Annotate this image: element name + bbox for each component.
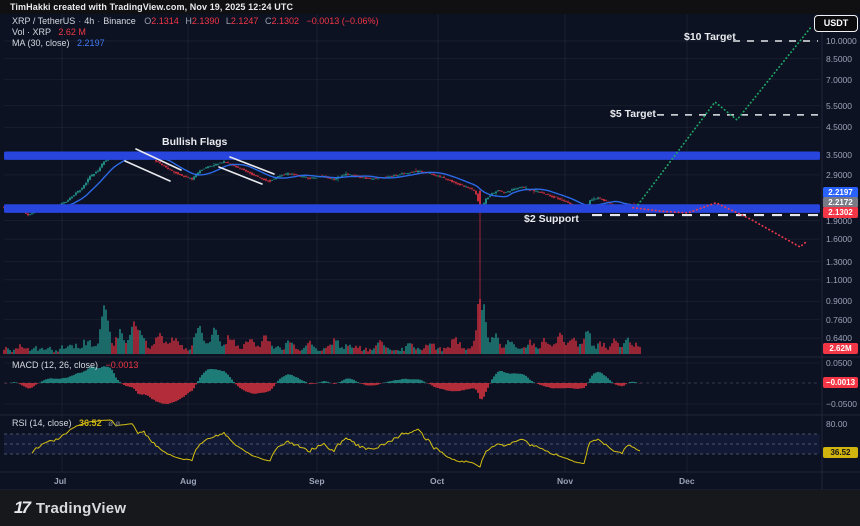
volume-value: 2.62 M: [58, 27, 86, 37]
ma-row[interactable]: MA (30, close) 2.2197: [12, 38, 379, 49]
target-10-label[interactable]: $10 Target: [684, 31, 736, 43]
rsi-legend[interactable]: RSI (14, close) 36.52 ø ø: [12, 418, 120, 429]
macd-label: MACD (12, 26, close): [12, 360, 99, 370]
indicator-axis-label: 0.0500: [826, 358, 852, 368]
month-label: Nov: [557, 476, 574, 486]
price-axis-label: 8.5000: [826, 53, 852, 64]
volume-label: Vol · XRP: [12, 27, 51, 37]
symbol-row[interactable]: XRP / TetherUS · 4h · Binance O2.1314 H2.139…: [12, 16, 379, 26]
macd-legend[interactable]: MACD (12, 26, close) −0.0013: [12, 360, 138, 371]
ohlc-high: H2.1390: [185, 16, 220, 26]
price-axis-label: 2.9000: [826, 169, 852, 180]
ma-value: 2.2197: [77, 38, 105, 48]
exchange: Binance: [103, 16, 136, 26]
symbol-title: XRP / TetherUS: [12, 16, 76, 26]
month-label: Jul: [54, 476, 67, 486]
rsi-label: RSI (14, close): [12, 418, 72, 428]
footer-bar: 17 TradingView: [0, 490, 860, 526]
attribution-bar: TimHakki created with TradingView.com, N…: [0, 0, 860, 14]
month-label: Aug: [180, 476, 197, 486]
price-badge: 2.1302: [823, 207, 858, 218]
price-badge: 2.2197: [823, 187, 858, 198]
month-label: Oct: [430, 476, 445, 486]
symbol-legend: XRP / TetherUS · 4h · Binance O2.1314 H2.139…: [12, 16, 379, 49]
indicator-axis-label: −0.0500: [826, 399, 857, 409]
price-axis-label: 3.5000: [826, 149, 852, 160]
price-axis-label: 4.5000: [826, 122, 852, 133]
target-5-label[interactable]: $5 Target: [610, 108, 656, 120]
change-value: −0.0013 (−0.06%): [306, 16, 379, 26]
volume-row[interactable]: Vol · XRP 2.62 M: [12, 27, 379, 38]
price-badge: −0.0013: [823, 377, 858, 388]
price-badge: 36.52: [823, 447, 858, 458]
price-axis-label: 0.6400: [826, 333, 852, 344]
indicator-axis-label: 80.00: [826, 419, 848, 429]
macd-value: −0.0013: [105, 360, 139, 370]
bullish-flags-label[interactable]: Bullish Flags: [162, 136, 228, 148]
price-axis-label: 0.7600: [826, 314, 852, 325]
price-axis-label: 1.1000: [826, 274, 852, 285]
price-axis-label: 0.9000: [826, 296, 852, 307]
ohlc-low: L2.1247: [225, 16, 259, 26]
tradingview-logo-icon[interactable]: 17: [14, 498, 31, 517]
price-axis-label: 5.5000: [826, 100, 852, 111]
price-axis-label: 1.6000: [826, 234, 852, 245]
hidden-series-icons[interactable]: ø ø: [108, 419, 121, 428]
ma-label: MA (30, close): [12, 38, 70, 48]
price-badge: 2.2172: [823, 197, 858, 208]
support-2-label[interactable]: $2 Support: [524, 213, 579, 225]
ohlc-close: C2.1302: [264, 16, 299, 26]
timeframe: 4h: [84, 16, 95, 26]
rsi-value: 36.52: [79, 418, 102, 428]
price-badge: 2.62M: [823, 343, 858, 354]
attribution-text: TimHakki created with TradingView.com, N…: [10, 2, 294, 12]
currency-toggle-button[interactable]: USDT: [814, 15, 858, 32]
price-axis-label: 10.0000: [826, 36, 857, 46]
price-axis-label: 1.9000: [826, 215, 852, 226]
month-label: Sep: [309, 476, 325, 486]
price-axis-label: 1.3000: [826, 256, 852, 267]
price-axis-label: 7.0000: [826, 74, 852, 85]
month-label: Dec: [679, 476, 695, 486]
time-axis[interactable]: Jul Aug Sep Oct Nov Dec: [0, 472, 822, 490]
tradingview-brand[interactable]: TradingView: [35, 499, 127, 517]
ohlc-open: O2.1314: [144, 16, 179, 26]
